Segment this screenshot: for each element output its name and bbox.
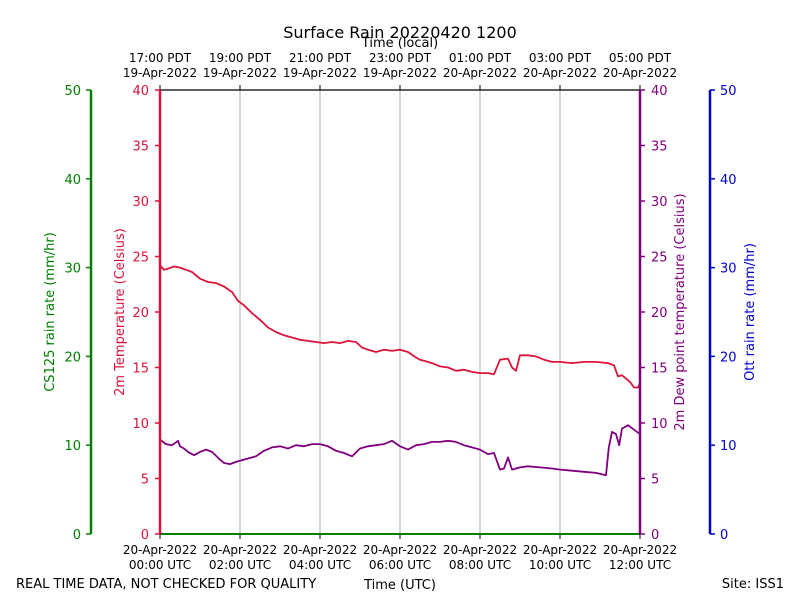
site-label: Site: ISS1	[722, 577, 784, 592]
y-tick-label-cs125: 30	[64, 262, 81, 277]
x-tick-label-local-date: 20-Apr-2022	[603, 66, 677, 80]
top-axis-label: Time (local)	[361, 36, 438, 51]
x-tick-label-local-date: 19-Apr-2022	[363, 66, 437, 80]
y-tick-label-dew: 15	[651, 362, 668, 377]
x-tick-label-utc-date: 20-Apr-2022	[283, 543, 357, 557]
x-tick-label-local-time: 01:00 PDT	[449, 51, 512, 65]
y-tick-label-temp: 25	[132, 251, 149, 266]
y-tick-label-dew: 5	[651, 473, 659, 488]
x-tick-label-utc-date: 20-Apr-2022	[443, 543, 517, 557]
y-tick-label-temp: 10	[132, 417, 149, 432]
x-tick-label-local-time: 17:00 PDT	[129, 51, 192, 65]
quality-disclaimer: REAL TIME DATA, NOT CHECKED FOR QUALITY	[16, 577, 316, 592]
x-tick-label-local-time: 05:00 PDT	[609, 51, 672, 65]
y-tick-label-dew: 25	[651, 251, 668, 266]
x-tick-label-utc-date: 20-Apr-2022	[123, 543, 197, 557]
x-tick-label-utc-date: 20-Apr-2022	[203, 543, 277, 557]
y-axis-title-cs125: CS125 rain rate (mm/hr)	[43, 232, 58, 392]
y-tick-label-dew: 10	[651, 417, 668, 432]
x-tick-label-utc-time: 04:00 UTC	[289, 558, 351, 572]
y-tick-label-ott: 10	[720, 439, 737, 454]
x-tick-label-local-time: 23:00 PDT	[369, 51, 432, 65]
y-tick-label-temp: 40	[132, 84, 149, 99]
y-tick-label-dew: 30	[651, 195, 668, 210]
x-tick-label-local-time: 03:00 PDT	[529, 51, 592, 65]
x-tick-label-utc-date: 20-Apr-2022	[523, 543, 597, 557]
x-tick-label-utc-time: 06:00 UTC	[369, 558, 431, 572]
x-tick-label-local-date: 20-Apr-2022	[443, 66, 517, 80]
y-tick-label-dew: 40	[651, 84, 668, 99]
y-tick-label-temp: 35	[132, 140, 149, 155]
y-tick-label-temp: 15	[132, 362, 149, 377]
y-tick-label-temp: 0	[141, 528, 149, 543]
x-tick-label-utc-time: 12:00 UTC	[609, 558, 671, 572]
y-tick-label-cs125: 20	[64, 350, 81, 365]
x-tick-label-utc-date: 20-Apr-2022	[603, 543, 677, 557]
y-tick-label-cs125: 10	[64, 439, 81, 454]
x-tick-label-local-date: 19-Apr-2022	[283, 66, 357, 80]
x-tick-label-utc-date: 20-Apr-2022	[363, 543, 437, 557]
y-tick-label-cs125: 40	[64, 173, 81, 188]
x-tick-label-utc-time: 08:00 UTC	[449, 558, 511, 572]
y-tick-label-ott: 0	[720, 528, 728, 543]
y-tick-label-ott: 50	[720, 84, 737, 99]
x-tick-label-utc-time: 02:00 UTC	[209, 558, 271, 572]
chart-title: Surface Rain 20220420 1200	[283, 23, 517, 42]
x-tick-label-local-date: 20-Apr-2022	[523, 66, 597, 80]
x-tick-label-utc-time: 00:00 UTC	[129, 558, 191, 572]
x-tick-label-local-time: 21:00 PDT	[289, 51, 352, 65]
y-tick-label-cs125: 50	[64, 84, 81, 99]
y-tick-label-dew: 0	[651, 528, 659, 543]
y-tick-label-cs125: 0	[73, 528, 81, 543]
y-tick-label-temp: 5	[141, 473, 149, 488]
y-axis-title-temp: 2m Temperature (Celsius)	[113, 228, 128, 396]
x-tick-label-local-time: 19:00 PDT	[209, 51, 272, 65]
y-tick-label-dew: 20	[651, 306, 668, 321]
y-tick-label-temp: 20	[132, 306, 149, 321]
x-tick-label-utc-time: 10:00 UTC	[529, 558, 591, 572]
bottom-axis-label: Time (UTC)	[363, 578, 436, 593]
series-line-temp	[159, 264, 641, 389]
y-tick-label-dew: 35	[651, 140, 668, 155]
series-line-dew	[159, 424, 641, 477]
y-tick-label-ott: 20	[720, 350, 737, 365]
x-tick-label-local-date: 19-Apr-2022	[123, 66, 197, 80]
y-axis-title-ott: Ott rain rate (mm/hr)	[743, 243, 758, 381]
x-tick-label-local-date: 19-Apr-2022	[203, 66, 277, 80]
y-tick-label-ott: 40	[720, 173, 737, 188]
y-tick-label-temp: 30	[132, 195, 149, 210]
y-axis-title-dew: 2m Dew point temperature (Celsius)	[673, 193, 688, 430]
y-tick-label-ott: 30	[720, 262, 737, 277]
